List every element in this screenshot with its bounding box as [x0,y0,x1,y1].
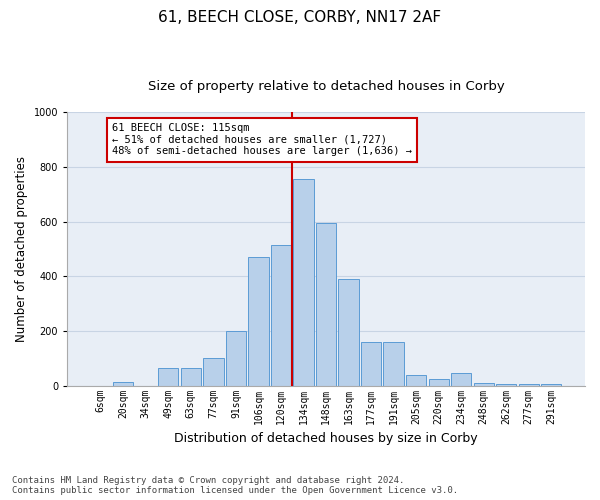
Bar [338,279,359,386]
Bar [428,379,449,386]
Text: Contains HM Land Registry data © Crown copyright and database right 2024.
Contai: Contains HM Land Registry data © Crown c… [12,476,458,495]
X-axis label: Distribution of detached houses by size in Corby: Distribution of detached houses by size … [174,432,478,445]
Bar [293,179,314,386]
Bar [406,374,426,386]
Bar [226,331,246,386]
Bar [316,223,336,386]
Bar [203,358,224,386]
Title: Size of property relative to detached houses in Corby: Size of property relative to detached ho… [148,80,505,93]
Bar [181,368,201,386]
Bar [248,257,269,386]
Y-axis label: Number of detached properties: Number of detached properties [15,156,28,342]
Bar [361,342,381,386]
Bar [271,245,291,386]
Bar [518,384,539,386]
Text: 61 BEECH CLOSE: 115sqm
← 51% of detached houses are smaller (1,727)
48% of semi-: 61 BEECH CLOSE: 115sqm ← 51% of detached… [112,123,412,156]
Bar [383,342,404,386]
Bar [158,368,178,386]
Bar [113,382,133,386]
Bar [496,384,517,386]
Text: 61, BEECH CLOSE, CORBY, NN17 2AF: 61, BEECH CLOSE, CORBY, NN17 2AF [158,10,442,25]
Bar [473,383,494,386]
Bar [541,384,562,386]
Bar [451,374,472,386]
